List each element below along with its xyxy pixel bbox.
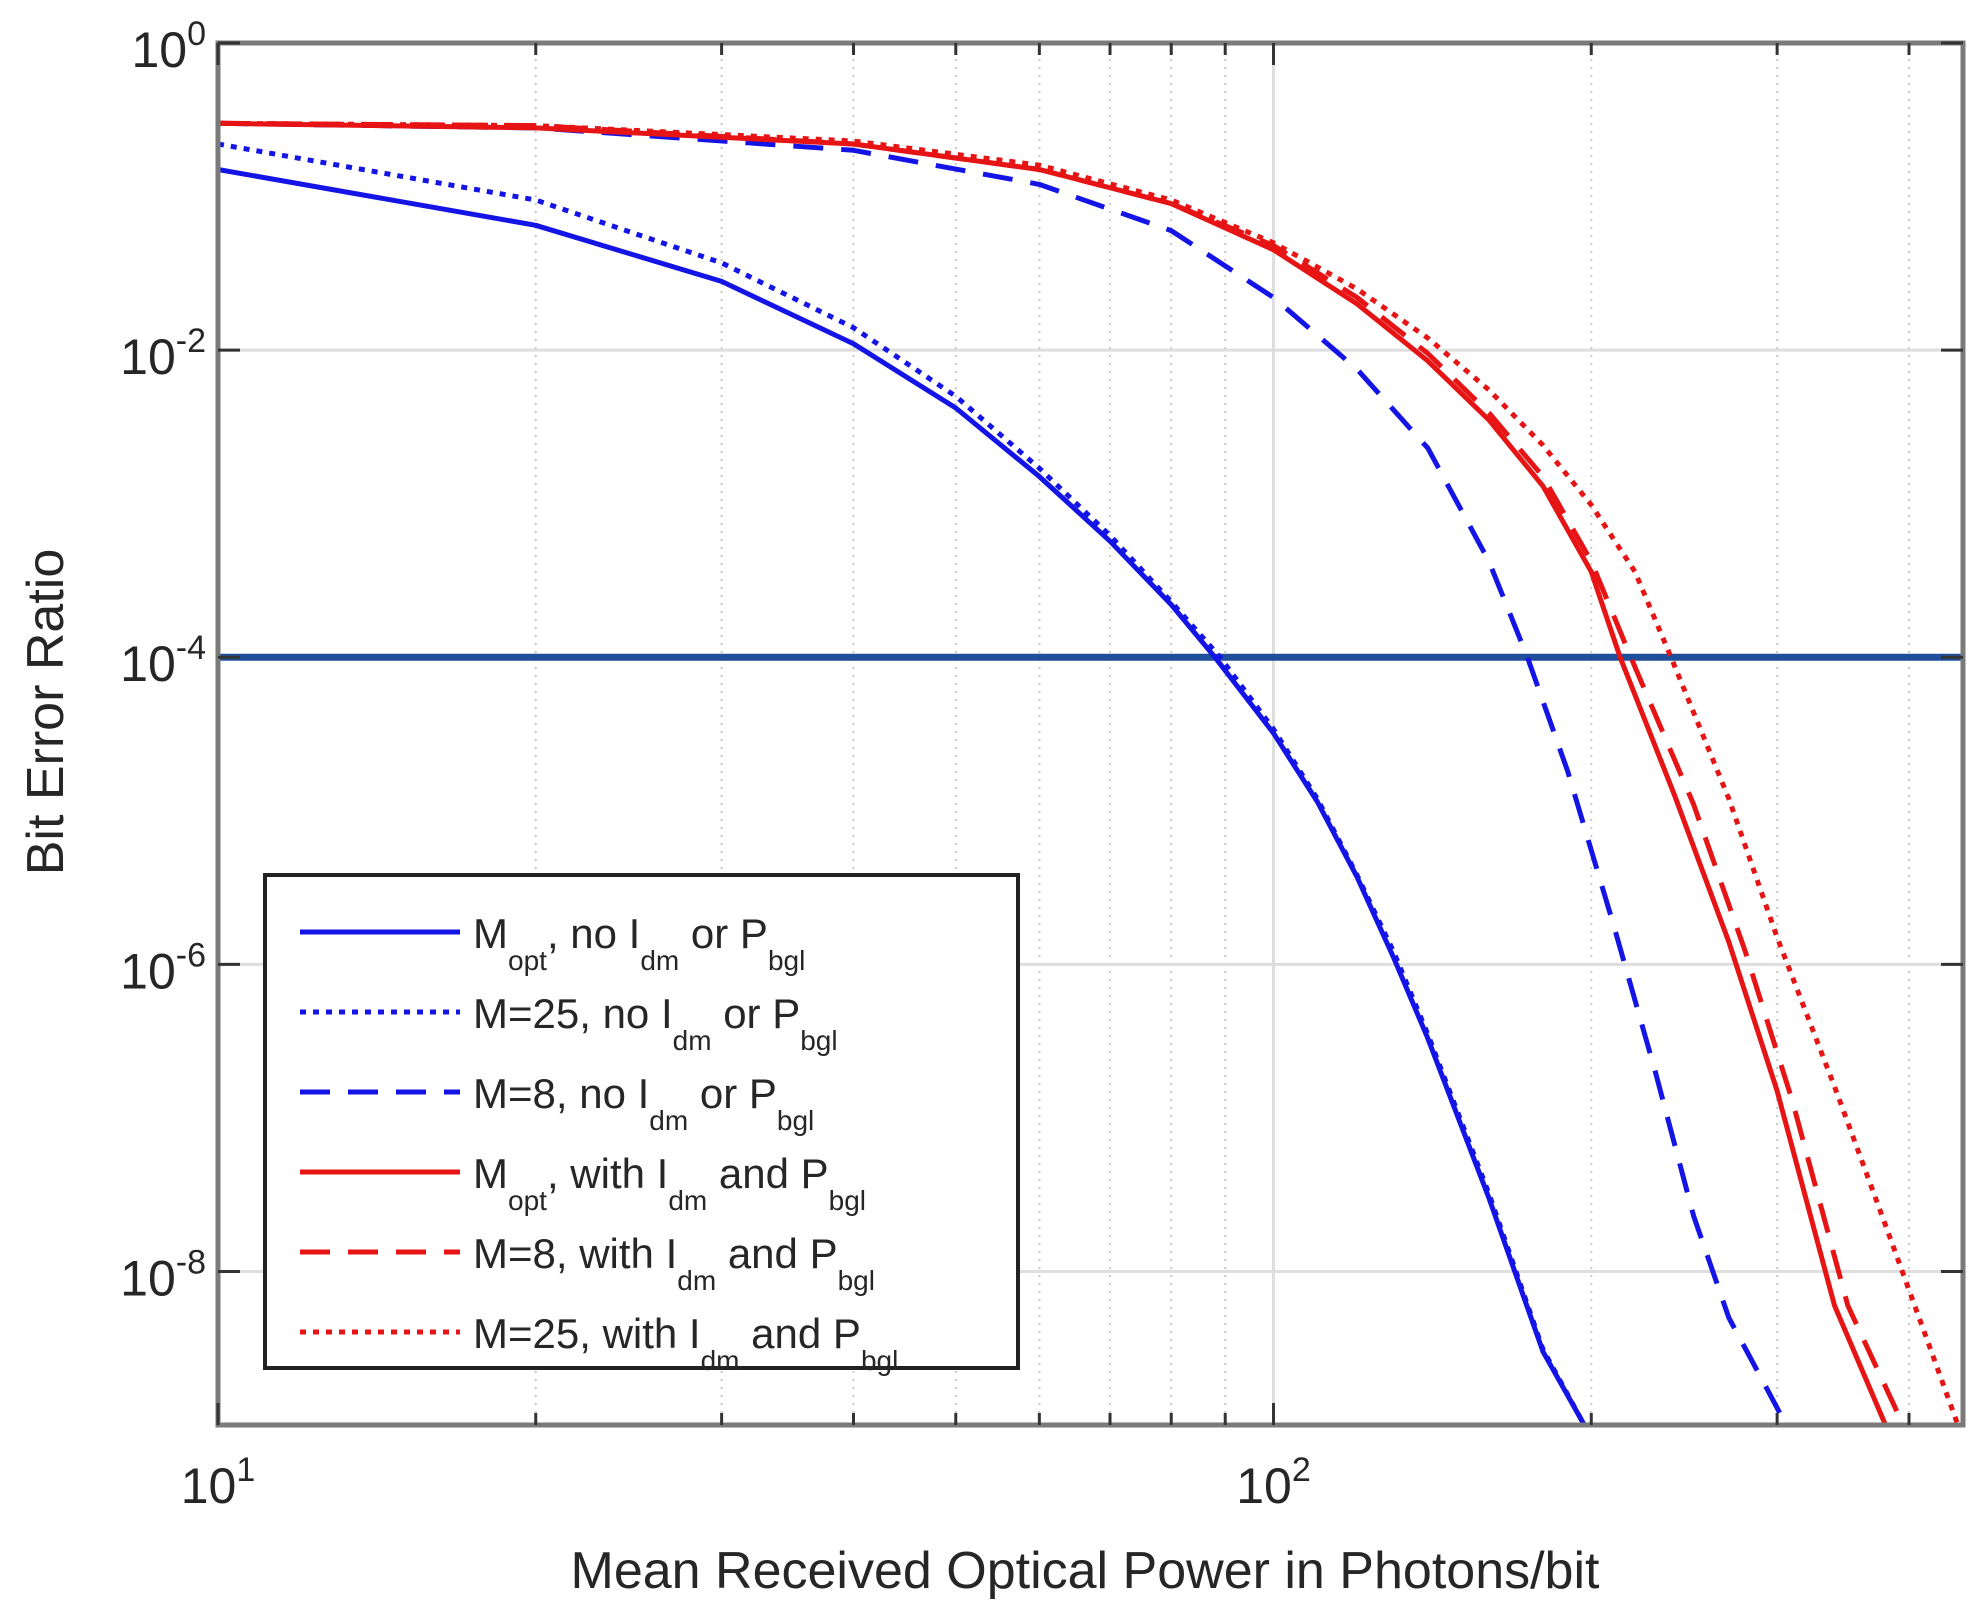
- axes-frame: [215, 40, 1966, 1428]
- legend-box: [263, 873, 1020, 1370]
- y-tick-label: 10-2: [120, 322, 206, 385]
- x-tick-label: 101: [181, 1451, 256, 1514]
- y-axis-label: Bit Error Ratio: [17, 549, 75, 876]
- series-line-6: [217, 120, 1961, 1426]
- x-tick-label: 102: [1236, 1451, 1311, 1514]
- series-line-5: [217, 120, 1906, 1427]
- legend-label-5: M=8, with Idm and Pbgl: [473, 1230, 875, 1296]
- plot-frame: [215, 40, 1966, 1428]
- data-series: [217, 120, 1961, 1427]
- y-tick-label: 100: [131, 15, 206, 78]
- legend-label-4: Mopt, with Idm and Pbgl: [473, 1150, 866, 1216]
- x-axis-label: Mean Received Optical Power in Photons/b…: [571, 1542, 1601, 1600]
- legend-label-3: M=8, no Idm or Pbgl: [473, 1070, 814, 1136]
- y-tick-label: 10-8: [120, 1243, 206, 1306]
- y-tick-label: 10-6: [120, 936, 206, 999]
- legend-label-6: M=25, with Idm and Pbgl: [473, 1310, 898, 1376]
- y-tick-label: 10-4: [120, 629, 206, 692]
- series-line-4: [217, 120, 1888, 1426]
- legend-label-2: M=25, no Idm or Pbgl: [473, 990, 838, 1056]
- tick-labels: 101 102 100 10-2 10-4 10-6 10-8: [120, 15, 1311, 1514]
- series-line-2: [217, 141, 1587, 1427]
- legend: Mopt, no Idm or Pbgl M=25, no Idm or Pbgl…: [263, 873, 1020, 1376]
- legend-label-1: Mopt, no Idm or Pbgl: [473, 910, 805, 976]
